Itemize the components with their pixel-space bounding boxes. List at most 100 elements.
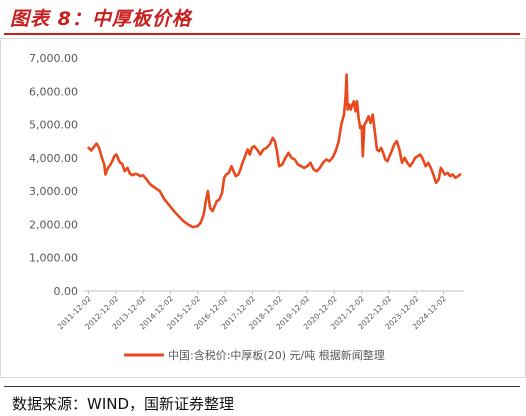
data-point	[429, 166, 432, 169]
data-point	[104, 173, 107, 176]
data-point	[365, 120, 368, 123]
data-point	[363, 123, 366, 126]
data-point	[129, 172, 131, 175]
data-point	[218, 198, 221, 201]
data-point	[287, 152, 290, 154]
data-point	[234, 175, 237, 178]
data-point	[103, 163, 106, 166]
data-point	[95, 142, 98, 145]
data-point	[278, 165, 280, 168]
data-point	[253, 145, 255, 148]
data-point	[367, 115, 370, 118]
data-point	[93, 146, 95, 148]
data-point	[241, 161, 244, 164]
data-point	[337, 140, 340, 143]
data-point	[393, 143, 396, 146]
footer-divider	[4, 386, 520, 387]
data-point	[276, 150, 278, 153]
data-point	[349, 108, 352, 111]
data-point	[345, 73, 348, 76]
data-point	[419, 153, 422, 156]
data-point	[414, 157, 416, 159]
y-tick-label: 1,000.00	[29, 252, 78, 265]
data-point	[354, 110, 357, 113]
data-point	[346, 108, 349, 111]
data-point	[237, 173, 240, 176]
y-axis: 0.00 1,000.00 2,000.00 3,000.00 4,000.00 5,00…	[29, 52, 78, 298]
data-point	[384, 158, 387, 161]
data-point	[290, 157, 293, 159]
data-point	[309, 161, 312, 164]
data-point	[437, 178, 440, 181]
data-point	[168, 204, 171, 207]
data-point	[134, 172, 137, 175]
data-point	[109, 164, 111, 167]
data-point	[225, 173, 228, 176]
data-point	[182, 220, 185, 223]
data-point	[142, 174, 144, 177]
chart-frame	[0, 38, 526, 378]
y-tick-label: 5,000.00	[29, 119, 78, 132]
data-point	[144, 177, 147, 180]
data-point	[173, 210, 175, 213]
data-point	[459, 173, 461, 176]
data-point	[244, 155, 247, 158]
data-point	[406, 161, 409, 164]
data-point	[322, 161, 324, 164]
data-point	[403, 157, 406, 159]
data-point	[211, 210, 214, 213]
data-point	[139, 175, 142, 178]
data-point	[100, 156, 103, 159]
data-point	[441, 170, 444, 173]
y-tick-label: 6,000.00	[29, 85, 78, 98]
data-point	[300, 165, 302, 168]
data-point	[239, 168, 242, 171]
data-point	[361, 155, 364, 158]
data-point	[369, 122, 372, 124]
y-tick-label: 0.00	[54, 285, 79, 298]
data-point	[115, 153, 118, 156]
data-point	[353, 100, 355, 103]
data-point	[454, 176, 457, 179]
data-point	[388, 155, 391, 158]
data-point	[343, 113, 345, 116]
data-point	[163, 198, 166, 201]
data-point	[416, 155, 419, 158]
data-point	[223, 176, 226, 179]
data-point	[315, 170, 318, 173]
data-point	[380, 147, 382, 149]
legend-label: 中国:含税价:中厚板(20) 元/吨 根据新闻整理	[168, 348, 385, 362]
data-point	[158, 190, 161, 193]
data-point	[356, 100, 358, 103]
data-point	[373, 130, 376, 133]
line-chart: 0.00 1,000.00 2,000.00 3,000.00 4,000.00 5,00…	[0, 38, 526, 378]
data-point	[386, 160, 389, 163]
data-point	[328, 160, 331, 163]
data-point	[293, 158, 296, 161]
data-point	[221, 191, 224, 194]
data-point	[390, 150, 393, 153]
data-point	[348, 103, 351, 106]
data-point	[334, 150, 337, 153]
data-point	[319, 166, 321, 169]
data-point	[435, 181, 437, 184]
data-point	[113, 155, 116, 158]
data-point	[401, 161, 403, 164]
data-point	[274, 140, 276, 143]
figure-title: 图表 8：中厚板价格	[10, 8, 192, 30]
data-point	[357, 117, 360, 119]
data-point	[228, 171, 230, 174]
data-point	[256, 148, 258, 151]
data-point	[378, 150, 380, 153]
data-point	[111, 160, 114, 163]
y-tick-label: 2,000.00	[29, 218, 78, 231]
data-point	[271, 137, 274, 139]
data-point	[411, 161, 414, 164]
data-point	[230, 165, 233, 168]
data-point	[204, 200, 207, 203]
data-point	[360, 125, 363, 128]
data-point	[376, 148, 378, 151]
data-point	[284, 157, 287, 159]
data-point	[306, 165, 309, 168]
data-point	[202, 213, 205, 216]
